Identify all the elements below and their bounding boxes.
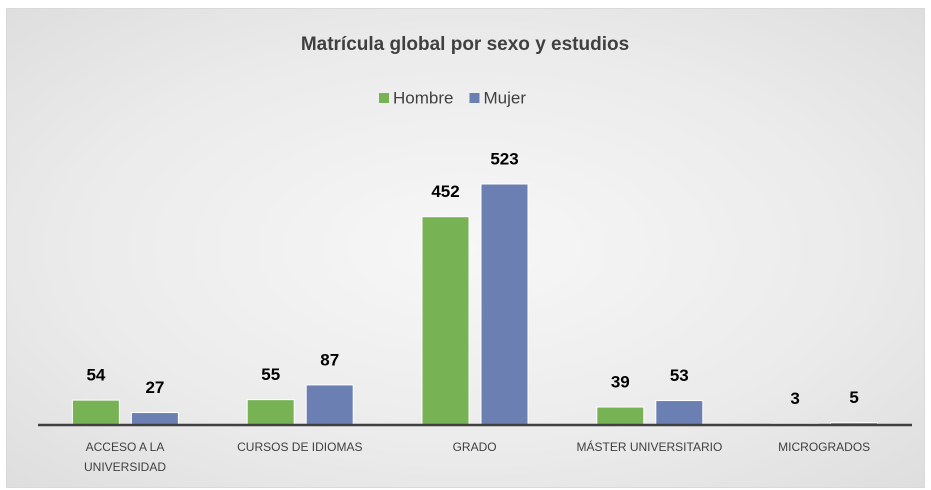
data-label: 53 — [670, 366, 689, 385]
data-label: 523 — [490, 149, 518, 168]
bar — [596, 406, 645, 426]
data-label: 87 — [320, 350, 339, 369]
x-tick-label: GRADO — [452, 440, 497, 454]
legend-swatch — [469, 93, 480, 103]
bar — [71, 399, 120, 426]
bar — [305, 384, 354, 426]
chart-title: Matrícula global por sexo y estudios — [301, 34, 629, 55]
bar — [655, 400, 704, 426]
bar — [130, 412, 179, 426]
data-label: 39 — [611, 373, 630, 392]
data-label: 54 — [86, 366, 105, 385]
data-label: 55 — [261, 365, 280, 384]
x-tick-label: ACCESO A LA UNIVERSIDAD — [83, 440, 166, 474]
bar — [421, 216, 470, 426]
legend-label: Mujer — [483, 88, 526, 107]
legend-swatch — [379, 93, 389, 103]
bar — [480, 183, 529, 426]
x-tick-label: MICROGRADOS — [778, 440, 871, 454]
x-tick-label: MÁSTER UNIVERSITARIO — [576, 440, 723, 454]
data-label: 3 — [790, 389, 799, 408]
data-label: 27 — [145, 378, 164, 397]
data-label: 5 — [849, 388, 858, 407]
legend-label: Hombre — [393, 88, 453, 107]
x-tick-label: CURSOS DE IDIOMAS — [237, 440, 363, 454]
bar — [246, 399, 295, 426]
data-label: 452 — [431, 182, 459, 201]
